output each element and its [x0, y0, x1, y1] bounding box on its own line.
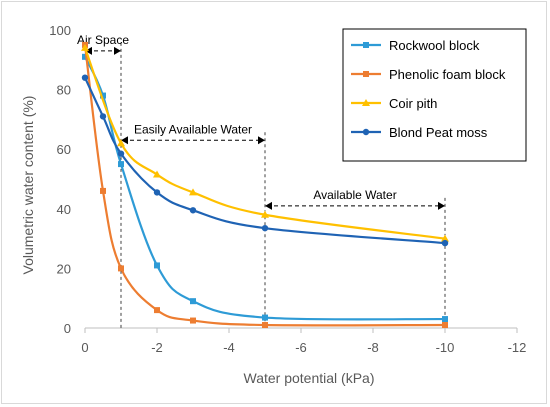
- data-point: [82, 53, 88, 60]
- series-group: [81, 41, 449, 329]
- data-point: [153, 170, 161, 178]
- series-blond-peat-moss: [81, 74, 449, 247]
- y-axis-title: Volumetric water content (%): [20, 96, 36, 275]
- data-point: [190, 298, 196, 305]
- data-point: [99, 113, 107, 120]
- data-point: [189, 188, 197, 196]
- legend-marker: [363, 71, 369, 77]
- x-tick-label: -12: [508, 340, 527, 355]
- arrow-head-right: [114, 46, 121, 55]
- data-point: [262, 322, 268, 329]
- data-point: [117, 150, 125, 157]
- annotation-label: Available Water: [313, 188, 396, 202]
- y-tick-label: 0: [64, 321, 71, 336]
- data-point: [81, 43, 89, 51]
- y-tick-label: 100: [49, 23, 71, 38]
- series-line: [84, 56, 446, 321]
- x-tick-label: -8: [367, 340, 379, 355]
- x-axis-title: Water potential (kPa): [244, 370, 375, 386]
- arrow-head-left: [265, 201, 272, 210]
- data-point: [154, 262, 160, 269]
- y-tick-label: 40: [57, 202, 71, 217]
- data-point: [100, 187, 106, 194]
- legend-marker: [363, 42, 369, 48]
- y-tick-label: 60: [57, 142, 71, 157]
- data-point: [442, 316, 448, 323]
- data-point: [442, 322, 448, 329]
- arrow-head-right: [258, 136, 265, 145]
- data-point: [154, 307, 160, 314]
- arrow-head-left: [121, 136, 128, 145]
- series-coir-pith: [81, 43, 449, 242]
- y-tick-label: 20: [57, 261, 71, 276]
- x-tick-label: -2: [151, 340, 163, 355]
- data-point: [189, 207, 197, 214]
- annotation-label: Air Space: [77, 33, 129, 47]
- data-point: [261, 224, 269, 232]
- data-point: [153, 189, 161, 196]
- data-point: [81, 74, 89, 81]
- legend-label: Phenolic foam block: [389, 67, 506, 82]
- data-point: [441, 239, 449, 247]
- x-tick-label: -10: [436, 340, 455, 355]
- data-point: [262, 314, 268, 321]
- data-point: [118, 265, 124, 272]
- data-point: [441, 234, 449, 242]
- data-point: [117, 139, 125, 147]
- legend-label: Coir pith: [389, 96, 437, 111]
- arrow-head-right: [438, 201, 445, 210]
- data-point: [190, 317, 196, 324]
- y-tick-label: 80: [57, 83, 71, 98]
- data-point: [118, 161, 124, 168]
- x-tick-label: -6: [295, 340, 307, 355]
- legend-marker: [362, 99, 370, 106]
- x-tick-label: 0: [81, 340, 88, 355]
- legend-label: Blond Peat moss: [389, 125, 488, 140]
- legend-group: Rockwool block Phenolic foam block Coir pi…: [342, 28, 527, 162]
- annotation-label: Easily Available Water: [134, 122, 252, 136]
- x-tick-label: -4: [223, 340, 235, 355]
- annotations-group: Air Space Easily Available Water Available…: [77, 33, 445, 210]
- series-line: [83, 47, 446, 240]
- legend-label: Rockwool block: [389, 38, 480, 53]
- legend-box: [342, 28, 527, 162]
- data-point: [100, 92, 106, 99]
- series-rockwool-block: [82, 53, 448, 323]
- data-point: [261, 210, 269, 218]
- legend-marker: [362, 128, 370, 136]
